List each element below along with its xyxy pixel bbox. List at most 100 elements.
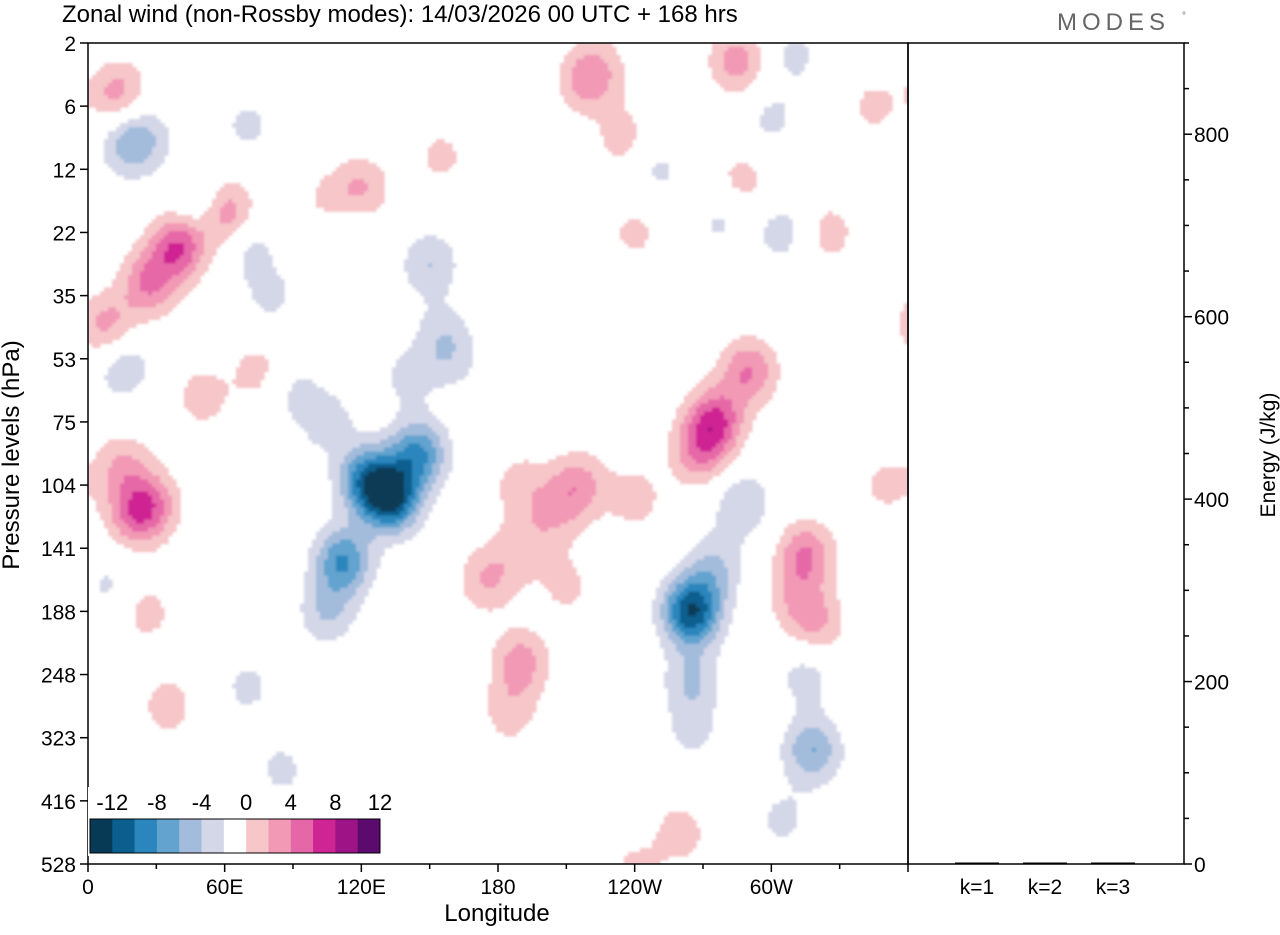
heatmap-cell xyxy=(552,591,581,597)
heatmap-cell xyxy=(364,579,373,585)
heatmap-cell xyxy=(108,307,117,312)
heatmap-cell xyxy=(796,755,829,761)
heatmap-cell xyxy=(492,535,577,541)
heatmap-cell xyxy=(708,643,721,649)
heatmap-cell xyxy=(700,679,717,685)
heatmap-cell xyxy=(684,691,701,697)
heatmap-cell xyxy=(120,155,149,160)
heatmap-cell xyxy=(144,227,161,232)
heatmap-cell xyxy=(164,483,177,489)
heatmap-cell xyxy=(748,403,765,409)
heatmap-cell xyxy=(800,531,813,537)
heatmap-cell xyxy=(724,435,733,441)
heatmap-cell xyxy=(88,487,109,493)
heatmap-cell xyxy=(140,251,153,256)
heatmap-cell xyxy=(688,411,697,417)
heatmap-cell xyxy=(820,219,845,224)
heatmap-cell xyxy=(764,111,785,116)
heatmap-cell xyxy=(312,543,325,549)
heatmap-cell xyxy=(572,487,577,493)
heatmap-cell xyxy=(500,523,537,529)
heatmap-cell xyxy=(592,471,617,477)
heatmap-cell xyxy=(348,511,357,517)
heatmap-cell xyxy=(728,439,737,445)
heatmap-cell xyxy=(172,499,181,505)
heatmap-cell xyxy=(796,555,813,561)
heatmap-cell xyxy=(116,139,157,144)
heatmap-cell xyxy=(200,215,221,220)
heatmap-cell xyxy=(716,383,765,389)
heatmap-cell xyxy=(732,483,761,489)
heatmap-cell xyxy=(104,63,133,68)
energy-frame xyxy=(907,42,1185,865)
heatmap-cell xyxy=(860,111,889,116)
heatmap-cell xyxy=(676,475,713,481)
heatmap-cell xyxy=(704,635,717,641)
heatmap-cell xyxy=(732,435,737,441)
energy-bars: k=1 k=2 k=3 xyxy=(955,862,1135,899)
heatmap-cell xyxy=(240,671,257,677)
heatmap-cell xyxy=(568,51,617,56)
heatmap-cell xyxy=(272,775,293,781)
heatmap-cell xyxy=(796,551,813,557)
heatmap-cell xyxy=(768,375,781,380)
heatmap-cell xyxy=(748,59,761,64)
heatmap-cell xyxy=(748,399,769,405)
heatmap-cell xyxy=(176,259,193,264)
heatmap-cell xyxy=(624,855,669,861)
heatmap-cell xyxy=(316,531,333,537)
heatmap-cell xyxy=(184,387,229,393)
heatmap-cell xyxy=(88,483,109,489)
heatmap-cell xyxy=(312,631,345,637)
heatmap-cell xyxy=(108,531,121,537)
heatmap-cell xyxy=(600,123,637,128)
heatmap-cell xyxy=(860,99,893,104)
heatmap-cell xyxy=(656,835,701,841)
heatmap-cell xyxy=(120,511,129,517)
heatmap-cell xyxy=(532,515,577,521)
heatmap-cell xyxy=(148,467,169,473)
heatmap-cell xyxy=(340,587,357,593)
heatmap-cell xyxy=(716,631,729,637)
heatmap-cell xyxy=(404,351,437,356)
heatmap-cell xyxy=(328,455,345,461)
heatmap-cell xyxy=(660,615,669,621)
heatmap-cell xyxy=(104,287,129,292)
heatmap-cell xyxy=(628,851,689,857)
heatmap-cell xyxy=(728,451,741,457)
heatmap-cell xyxy=(784,763,801,769)
heatmap-cell xyxy=(408,495,417,501)
heatmap-cell xyxy=(464,575,481,581)
heatmap-cell xyxy=(112,279,129,284)
heatmap-cell xyxy=(860,103,893,108)
heatmap-cell xyxy=(664,671,685,677)
heatmap-cell xyxy=(604,59,621,64)
heatmap-cell xyxy=(152,251,165,256)
heatmap-cell xyxy=(176,287,193,292)
heatmap-cell xyxy=(328,547,357,553)
heatmap-cell xyxy=(716,79,753,84)
energy-tick-label: 800 xyxy=(1194,124,1229,147)
heatmap-cell xyxy=(820,627,841,633)
heatmap-cell xyxy=(600,95,625,100)
heatmap-cell xyxy=(144,267,185,272)
heatmap-cell xyxy=(680,591,689,597)
heatmap-cell xyxy=(380,519,397,525)
heatmap-cell xyxy=(564,95,581,100)
heatmap-cell xyxy=(672,579,685,585)
heatmap-cell xyxy=(96,451,153,457)
heatmap-cell xyxy=(108,467,149,473)
heatmap-cell xyxy=(420,323,465,328)
heatmap-cell xyxy=(156,139,169,144)
heatmap-cell xyxy=(140,271,181,276)
heatmap-cell xyxy=(872,491,908,497)
heatmap-cell xyxy=(540,579,581,585)
heatmap-cell xyxy=(396,415,437,421)
heatmap-cell xyxy=(148,239,161,244)
heatmap-cell xyxy=(328,471,341,477)
heatmap-cell xyxy=(244,259,273,264)
heatmap-cell xyxy=(348,583,361,589)
heatmap-cell xyxy=(560,599,573,605)
heatmap-cell xyxy=(676,647,705,653)
y-tick-label: 528 xyxy=(41,854,76,877)
